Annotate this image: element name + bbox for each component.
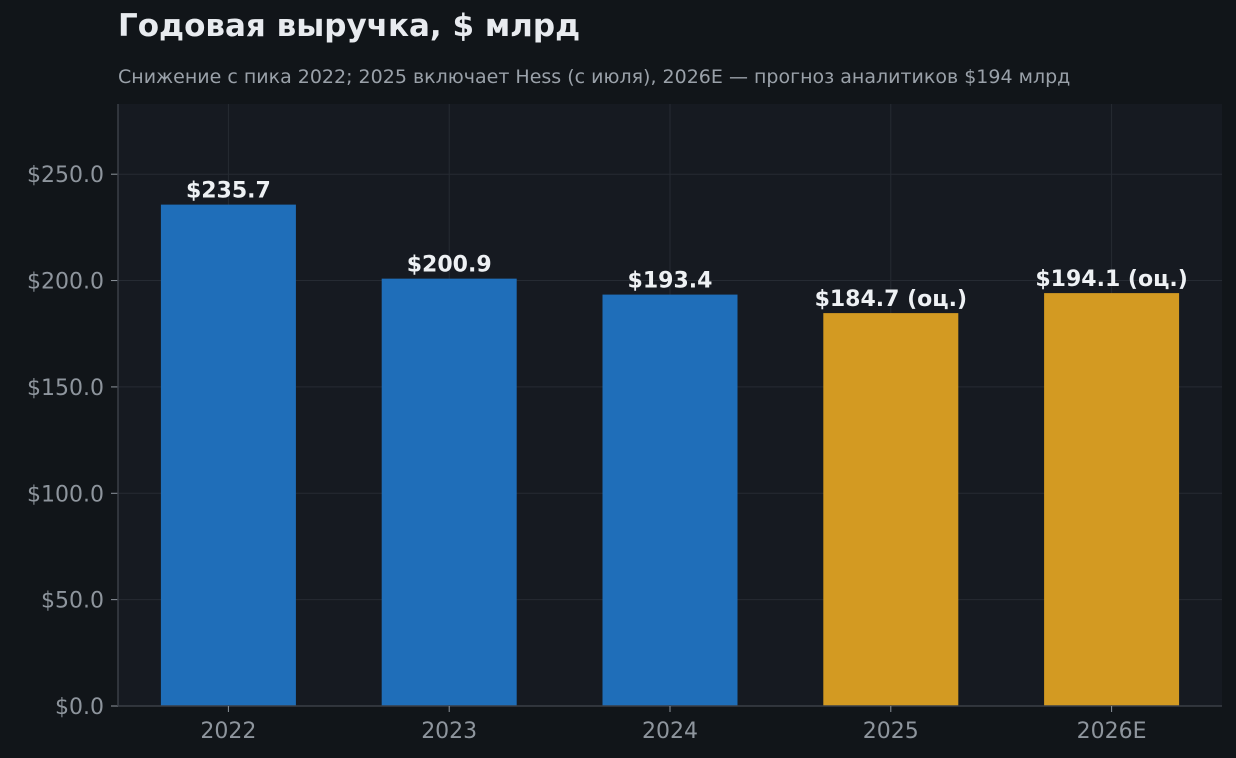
estimate-bar xyxy=(1044,293,1180,706)
x-tick-label: 2023 xyxy=(421,719,477,744)
y-tick-label: $150.0 xyxy=(27,376,104,401)
x-tick-label: 2024 xyxy=(642,719,698,744)
estimate-bar xyxy=(823,313,959,706)
actual-bar xyxy=(381,278,517,706)
chart-title: Годовая выручка, $ млрд xyxy=(118,8,581,44)
axes: $0.0 $50.0 $100.0 $150.0 $200.0 $250.0 2022 202… xyxy=(27,104,1222,744)
x-tick-label: 2025 xyxy=(863,719,919,744)
data-label: $200.9 xyxy=(407,253,492,278)
actual-bar xyxy=(160,204,296,707)
actual-bar xyxy=(602,294,738,706)
x-tick-label: 2022 xyxy=(200,719,256,744)
bars xyxy=(160,204,1180,707)
data-label: $184.7 (оц.) xyxy=(815,287,967,312)
chart-subtitle: Снижение с пика 2022; 2025 включает Hess… xyxy=(118,66,1071,88)
data-label: $193.4 xyxy=(628,269,713,294)
data-labels: $235.7 $200.9 $193.4 $184.7 (оц.) $194.1 (оц… xyxy=(186,179,1188,312)
y-tick-label: $50.0 xyxy=(41,589,104,614)
y-tick-label: $0.0 xyxy=(55,695,104,720)
data-label: $194.1 (оц.) xyxy=(1035,267,1187,292)
y-tick-label: $200.0 xyxy=(27,270,104,295)
y-tick-label: $100.0 xyxy=(27,482,104,507)
y-tick-label: $250.0 xyxy=(27,163,104,188)
x-tick-label: 2026E xyxy=(1077,719,1147,744)
data-label: $235.7 xyxy=(186,179,271,204)
